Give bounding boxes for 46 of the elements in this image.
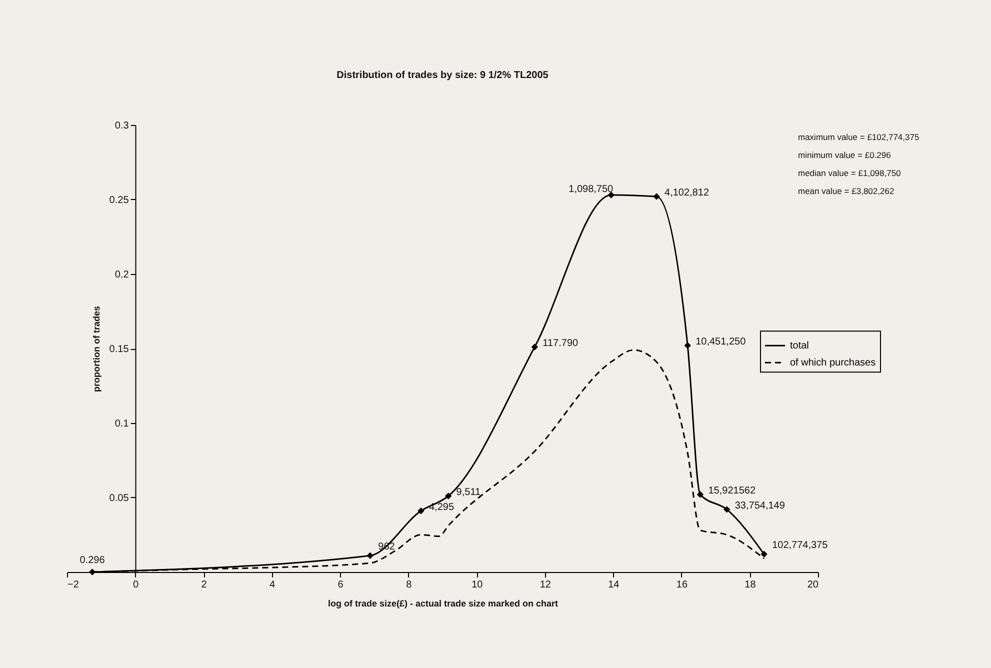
x-tick-label: 16 — [676, 580, 688, 590]
point — [760, 550, 768, 558]
point — [684, 342, 691, 349]
point — [366, 552, 374, 559]
y-axis-title: proportion of trades — [91, 306, 102, 392]
legend-label: of which purchases — [790, 358, 876, 369]
annotation: minimum value = £0.296 — [798, 150, 892, 160]
annotation: 117.790 — [542, 338, 579, 350]
point — [653, 193, 660, 200]
annotation: 4,295 — [428, 502, 454, 513]
y-tick-label: 0.2 — [114, 270, 130, 280]
annotation: 9,511 — [456, 487, 482, 498]
annotation: 0.296 — [80, 555, 106, 566]
x-tick-label: 0 — [132, 580, 139, 590]
point — [696, 491, 704, 498]
x-tick-label: 2 — [201, 580, 208, 590]
chart-title: Distribution of trades by size: 9 1/2% TL2005 — [336, 70, 549, 81]
x-tick-label: 20 — [807, 580, 819, 590]
annotation: 15,921562 — [708, 486, 756, 497]
annotation: 1,098,750 — [568, 184, 614, 196]
point — [444, 492, 452, 500]
x-tick-label: −2 — [68, 580, 80, 590]
y-tick-label: 0.25 — [109, 195, 130, 206]
annotation: 102,774,375 — [772, 540, 828, 552]
x-axis-title: log of trade size(£) - actual trade size marked on chart — [328, 598, 558, 608]
y-tick-label: 0.05 — [109, 493, 130, 504]
point — [724, 506, 730, 513]
x-tick-label: 4 — [270, 580, 276, 590]
point — [418, 508, 424, 514]
y-tick-label: 0.15 — [109, 344, 130, 355]
annotation: 10,451,250 — [696, 336, 746, 348]
x-tick-label: 12 — [540, 580, 552, 590]
legend-label: total — [790, 340, 809, 352]
annotation: maximum value = £102,774,375 — [798, 132, 920, 142]
annotation: mean value = £3,802,262 — [798, 186, 894, 196]
x-tick-label: 10 — [472, 580, 484, 590]
x-tick-label: 8 — [406, 580, 412, 590]
y-tick-label: 0.1 — [114, 418, 130, 430]
x-tick-label: 6 — [338, 580, 344, 590]
annotation: 4,102,812 — [664, 188, 710, 199]
x-tick-label: 14 — [608, 580, 620, 590]
annotation: median value = £1,098,750 — [798, 168, 902, 178]
annotation: 33,754,149 — [734, 500, 786, 512]
x-tick-label: 18 — [744, 580, 756, 590]
point — [531, 344, 538, 350]
y-tick-label: 0.3 — [114, 120, 130, 132]
